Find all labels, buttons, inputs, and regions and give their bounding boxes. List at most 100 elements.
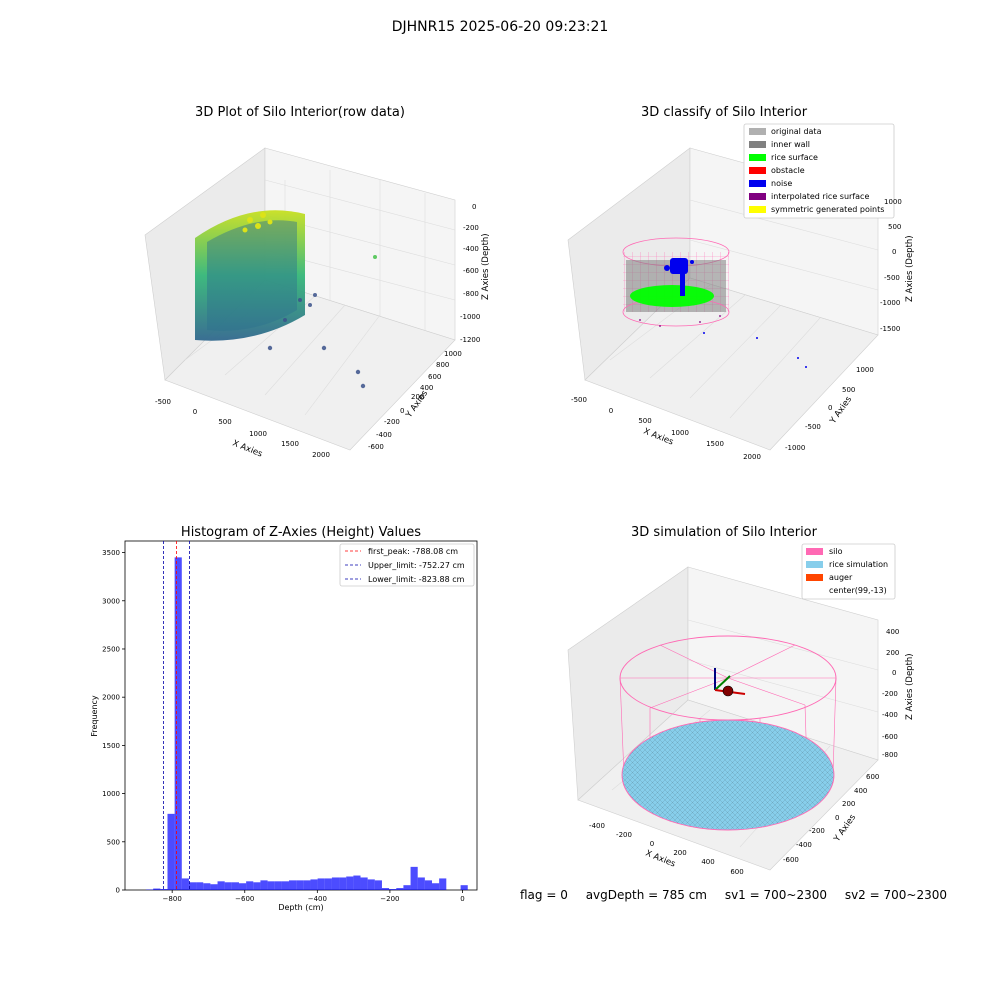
legend-swatch-obstacle — [749, 167, 766, 174]
flag-text: flag = 0 — [520, 888, 568, 902]
sim-ztick-2: 0 — [892, 669, 896, 677]
classify-legend: original data inner wall rice surface ob… — [743, 123, 895, 219]
cls-xtick-1: 0 — [609, 407, 613, 415]
hist-ytick-label: 1500 — [102, 742, 120, 750]
raw-ztick-3: -600 — [463, 267, 479, 275]
sim-ytick-6: 600 — [866, 773, 879, 781]
legend-swatch-rice-surface — [749, 154, 766, 161]
hist-bar — [167, 813, 175, 890]
sim-zlabel: Z Axies (Depth) — [905, 653, 915, 720]
hist-bar — [260, 880, 268, 890]
hist-bar — [210, 884, 218, 890]
legend-interpolated: interpolated rice surface — [771, 192, 869, 201]
cls-ztick-5: -1500 — [880, 325, 900, 333]
raw-ztick-4: -800 — [463, 290, 479, 298]
raw-ytick-5: 400 — [420, 384, 433, 392]
hist-bar — [381, 888, 390, 890]
hist-bar — [439, 878, 447, 890]
hist-bar — [460, 885, 468, 890]
raw-ytick-6: 600 — [428, 373, 441, 381]
hist-legend: first_peak: -788.08 cm Upper_limit: -752… — [339, 543, 475, 587]
raw-ytick-3: 0 — [400, 407, 404, 415]
legend-upper-limit: Upper_limit: -752.27 cm — [368, 561, 465, 570]
hist-bar — [310, 879, 318, 890]
cls-ztick-2: 0 — [892, 248, 896, 256]
cls-ztick-1: 500 — [888, 223, 901, 231]
sim-xtick-5: 600 — [730, 868, 743, 876]
hist-xtick-label: −400 — [308, 895, 327, 903]
hist-bar — [396, 888, 404, 890]
raw-xtick-5: 2000 — [312, 451, 330, 459]
hist-bar — [296, 880, 304, 890]
raw-ztick-0: 0 — [472, 203, 476, 211]
hist-title: Histogram of Z-Axies (Height) Values — [181, 525, 421, 540]
sim-ztick-5: -600 — [882, 733, 898, 741]
cls-xtick-3: 1000 — [671, 429, 689, 437]
sim-xtick-1: -200 — [616, 831, 632, 839]
legend-symmetric: symmetric generated points — [771, 205, 884, 214]
raw-xtick-4: 1500 — [281, 440, 299, 448]
panel-histogram: Histogram of Z-Axies (Height) Values −80… — [90, 525, 478, 912]
cls-ztick-0: 1000 — [884, 198, 902, 206]
legend-inner-wall: inner wall — [771, 140, 810, 149]
legend-silo: silo — [829, 547, 843, 556]
hist-bar — [281, 881, 290, 890]
sim-ytick-4: 200 — [842, 800, 855, 808]
legend-swatch-silo — [806, 548, 823, 555]
hist-bar — [174, 557, 182, 890]
hist-bar — [181, 878, 189, 890]
hist-bar — [331, 877, 340, 890]
legend-swatch-noise — [749, 180, 766, 187]
sim-xtick-3: 200 — [673, 849, 686, 857]
sim-xtick-2: 0 — [650, 840, 654, 848]
legend-lower-limit: Lower_limit: -823.88 cm — [368, 575, 465, 584]
hist-ytick-label: 2500 — [102, 645, 120, 653]
legend-center: center(99,-13) — [829, 586, 887, 595]
panel-raw-title: 3D Plot of Silo Interior(row data) — [195, 105, 405, 120]
raw-xlabel: X Axies — [231, 439, 264, 460]
legend-swatch-auger — [806, 574, 823, 581]
cls-ytick-4: 1000 — [856, 366, 874, 374]
hist-bar — [367, 879, 375, 890]
sim-ztick-4: -400 — [882, 711, 898, 719]
hist-ytick-label: 1000 — [102, 790, 120, 798]
hist-bar — [432, 883, 440, 890]
cls-ytick-0: -1000 — [785, 444, 805, 452]
panel-classify-3d: 3D classify of Silo Interior original da… — [567, 105, 915, 461]
raw-xtick-2: 500 — [218, 418, 231, 426]
hist-xlabel: Depth (cm) — [278, 903, 323, 912]
raw-zlabel: Z Axies (Depth) — [481, 233, 491, 300]
hist-bar — [274, 881, 282, 890]
hist-xtick-label: −600 — [235, 895, 254, 903]
avg-depth-text: avgDepth = 785 cm — [585, 888, 707, 902]
hist-ytick-label: 0 — [116, 887, 120, 895]
hist-bar — [267, 881, 275, 890]
hist-ytick-label: 3000 — [102, 597, 120, 605]
hist-bar — [410, 866, 418, 890]
sim-ztick-1: 200 — [886, 649, 899, 657]
hist-bar — [353, 875, 361, 890]
hist-xticks: −800 −600 −400 −200 0 — [163, 890, 465, 903]
raw-ztick-1: -200 — [463, 224, 479, 232]
hist-bar — [417, 877, 425, 890]
legend-auger: auger — [829, 573, 853, 582]
hist-ytick-label: 2000 — [102, 694, 120, 702]
legend-original-data: original data — [771, 127, 822, 136]
hist-bar — [231, 882, 239, 890]
hist-bar — [246, 881, 254, 890]
sim-xtick-4: 400 — [701, 858, 714, 866]
legend-swatch-interpolated — [749, 193, 766, 200]
hist-xtick-label: −800 — [163, 895, 182, 903]
hist-xtick-label: −200 — [380, 895, 399, 903]
sim-xlabel: X Axies — [644, 849, 677, 870]
hist-bar — [224, 882, 232, 890]
hist-ylabel: Frequency — [90, 695, 99, 737]
hist-bar — [324, 878, 332, 890]
hist-bar — [238, 883, 247, 890]
hist-bar — [403, 885, 411, 890]
hist-bar — [217, 881, 225, 890]
hist-bar — [374, 880, 382, 890]
cls-xtick-2: 500 — [638, 417, 651, 425]
hist-yticks: 0 500 1000 1500 2000 2500 3000 3500 — [102, 549, 125, 895]
